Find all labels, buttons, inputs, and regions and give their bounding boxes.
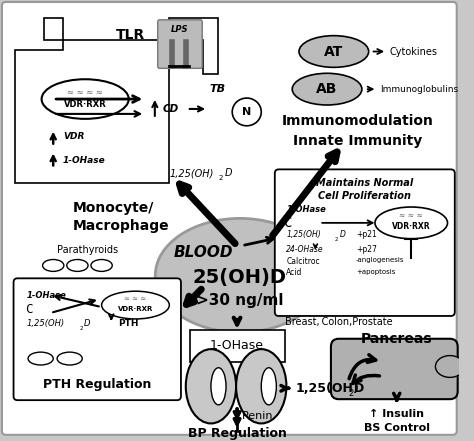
Ellipse shape	[236, 349, 286, 423]
Text: +apoptosis: +apoptosis	[356, 269, 395, 275]
Ellipse shape	[101, 291, 169, 319]
Text: 25(OH)D: 25(OH)D	[193, 268, 287, 287]
Ellipse shape	[261, 368, 276, 405]
Text: 1,25(OH): 1,25(OH)	[286, 230, 321, 239]
Text: Renin: Renin	[242, 411, 273, 421]
Text: D: D	[340, 230, 346, 239]
Text: +p27: +p27	[356, 245, 377, 254]
Text: 1,25(OH): 1,25(OH)	[169, 168, 214, 178]
Text: Cell Proliferation: Cell Proliferation	[319, 191, 411, 201]
Text: ≈ ≈ ≈ ≈: ≈ ≈ ≈ ≈	[67, 88, 103, 97]
Ellipse shape	[375, 207, 447, 239]
Text: D: D	[225, 168, 232, 178]
Text: Breast, Colon,Prostate: Breast, Colon,Prostate	[285, 317, 392, 327]
Text: 2: 2	[348, 389, 354, 398]
Ellipse shape	[292, 73, 362, 105]
Text: C: C	[284, 216, 293, 230]
FancyBboxPatch shape	[2, 2, 457, 435]
Ellipse shape	[43, 259, 64, 271]
Text: Immunoglobulins: Immunoglobulins	[380, 85, 458, 93]
Ellipse shape	[211, 368, 226, 405]
FancyBboxPatch shape	[158, 20, 202, 68]
Text: C: C	[25, 303, 33, 316]
Text: Acid: Acid	[286, 268, 303, 277]
Text: 1-OHase: 1-OHase	[63, 156, 106, 165]
Ellipse shape	[155, 218, 325, 333]
Text: ↑ Insulin: ↑ Insulin	[369, 409, 424, 419]
Text: Calcitroc: Calcitroc	[286, 257, 320, 266]
FancyBboxPatch shape	[331, 339, 458, 399]
Text: AB: AB	[316, 82, 338, 96]
Text: VDR·RXR: VDR·RXR	[64, 101, 107, 109]
Text: AT: AT	[324, 45, 344, 59]
Text: +p21: +p21	[356, 230, 377, 239]
Ellipse shape	[91, 259, 112, 271]
Text: ≈ ≈ ≈: ≈ ≈ ≈	[399, 211, 423, 220]
Ellipse shape	[42, 79, 129, 119]
Text: PTH: PTH	[118, 319, 138, 329]
Text: BP Regulation: BP Regulation	[188, 427, 286, 441]
Text: 2: 2	[79, 326, 83, 331]
Text: TB: TB	[210, 84, 226, 94]
Text: 1,25(OH): 1,25(OH)	[295, 382, 359, 395]
Text: 1-OHase: 1-OHase	[27, 291, 67, 300]
Text: >30 ng/ml: >30 ng/ml	[196, 293, 284, 308]
Text: Monocyte/: Monocyte/	[73, 201, 154, 215]
Text: D: D	[354, 382, 365, 395]
Ellipse shape	[299, 36, 369, 67]
Ellipse shape	[186, 349, 236, 423]
Text: Macrophage: Macrophage	[73, 219, 169, 233]
Text: TLR: TLR	[116, 28, 145, 41]
FancyBboxPatch shape	[14, 278, 181, 400]
Ellipse shape	[436, 355, 465, 377]
Text: LPS: LPS	[171, 25, 189, 34]
Ellipse shape	[57, 352, 82, 365]
FancyBboxPatch shape	[275, 169, 455, 316]
Text: Maintains Normal: Maintains Normal	[316, 178, 413, 188]
Text: D: D	[84, 319, 91, 329]
Polygon shape	[15, 18, 218, 183]
Ellipse shape	[28, 352, 53, 365]
Text: ≈ ≈ ≈: ≈ ≈ ≈	[124, 296, 146, 302]
Text: N: N	[242, 107, 251, 117]
Ellipse shape	[67, 259, 88, 271]
Text: 2: 2	[335, 237, 338, 242]
Text: VDR·RXR: VDR·RXR	[392, 222, 430, 232]
Text: Pancreas: Pancreas	[361, 332, 433, 346]
Ellipse shape	[232, 98, 261, 126]
Text: Immunomodulation: Immunomodulation	[282, 114, 434, 128]
FancyBboxPatch shape	[190, 330, 285, 362]
Text: BS Control: BS Control	[364, 423, 430, 433]
Text: 1-OHase: 1-OHase	[210, 339, 264, 352]
Text: Cytokines: Cytokines	[390, 46, 438, 56]
Text: Innate Immunity: Innate Immunity	[293, 134, 423, 148]
Text: CD: CD	[163, 104, 179, 114]
Text: -angiogenesis: -angiogenesis	[356, 257, 405, 262]
Text: 24-OHase: 24-OHase	[286, 245, 324, 254]
Text: 1-OHase: 1-OHase	[286, 206, 326, 214]
Text: PTH Regulation: PTH Regulation	[43, 378, 151, 391]
Text: BLOOD: BLOOD	[173, 245, 233, 260]
Text: VDR: VDR	[63, 132, 84, 141]
Text: 2: 2	[219, 175, 223, 181]
Text: Parathyroids: Parathyroids	[56, 245, 118, 254]
Text: VDR·RXR: VDR·RXR	[118, 306, 153, 312]
Text: 1,25(OH): 1,25(OH)	[27, 319, 65, 329]
